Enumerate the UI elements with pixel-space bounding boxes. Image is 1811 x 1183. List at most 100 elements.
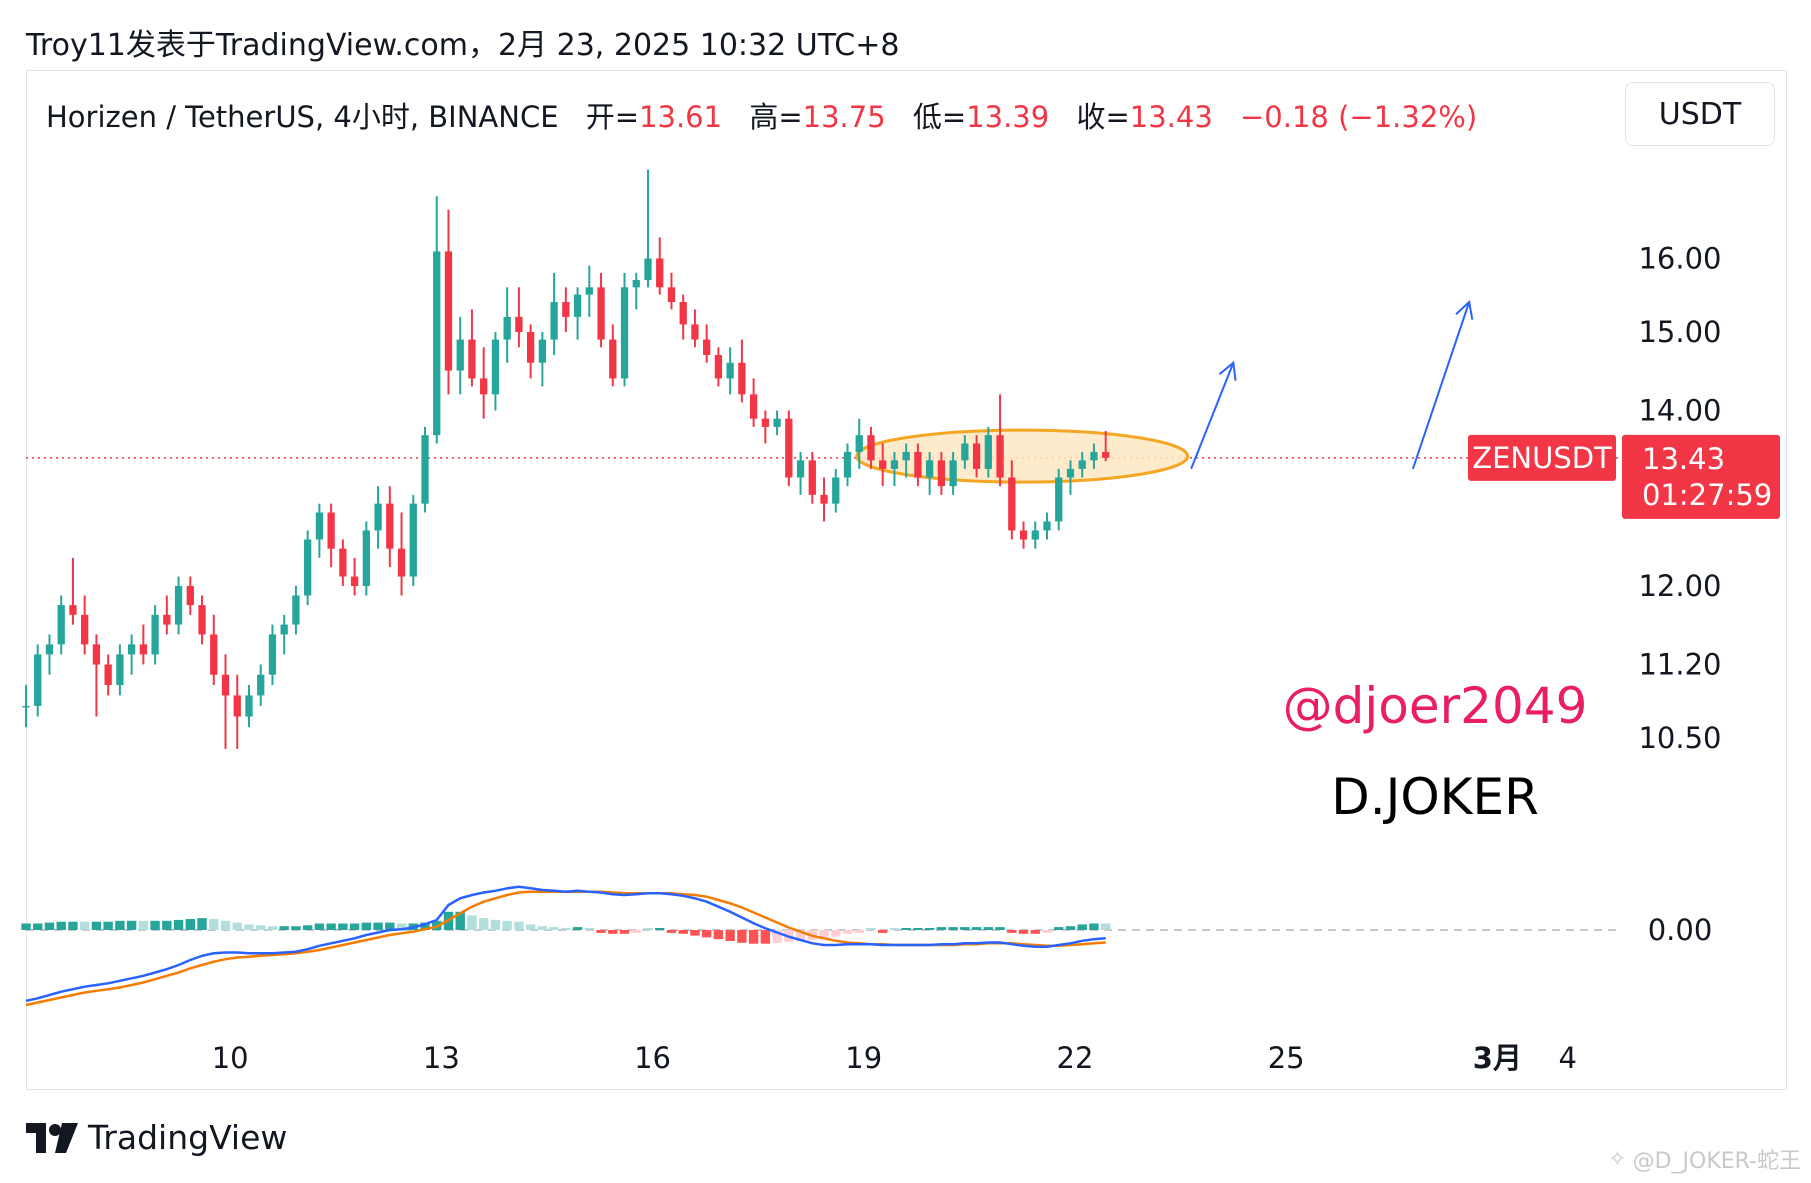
candle-body <box>914 451 922 478</box>
candle-body <box>104 664 112 686</box>
macd-histogram-bar <box>561 928 571 930</box>
macd-histogram-bar <box>361 922 372 930</box>
candle-body <box>315 512 324 540</box>
macd-histogram-bar <box>525 924 536 930</box>
candle <box>937 451 946 495</box>
macd-histogram-bar <box>514 921 524 930</box>
tradingview-logo[interactable]: TradingView <box>26 1118 287 1157</box>
macd-histogram-bar <box>396 923 407 930</box>
candle-body <box>1102 451 1110 458</box>
macd-histogram-bar <box>854 930 864 933</box>
currency-button[interactable]: USDT <box>1625 82 1775 146</box>
macd-histogram-bar <box>256 925 266 930</box>
arrow-shaft <box>1411 301 1471 470</box>
macd-histogram-bar <box>314 923 325 930</box>
macd-histogram-bar <box>21 923 31 930</box>
macd-histogram-bar <box>701 930 712 938</box>
author-name: D.JOKER <box>1331 768 1539 826</box>
candle <box>444 209 453 395</box>
legend-open: 13.61 <box>639 100 723 134</box>
macd-histogram-bar <box>655 928 665 930</box>
candle-body <box>34 654 42 706</box>
macd-histogram-bar <box>220 920 231 930</box>
candle-body <box>796 460 805 478</box>
candle <box>116 644 124 696</box>
candle-body <box>526 331 535 363</box>
legend-low: 13.39 <box>966 100 1050 134</box>
candle <box>503 287 511 363</box>
macd-histogram-bar <box>537 926 548 930</box>
candle-body <box>186 585 194 606</box>
candle-body <box>855 435 863 452</box>
candle <box>597 272 605 348</box>
macd-histogram-bar <box>56 921 66 930</box>
candle <box>796 451 805 495</box>
legend-close: 13.43 <box>1129 100 1213 134</box>
price-tag-symbol-bg <box>1468 434 1616 481</box>
candle <box>914 443 922 487</box>
candle-body <box>562 302 570 317</box>
candle-body <box>292 595 300 625</box>
macd-histogram-bar <box>584 928 595 930</box>
candle <box>292 585 300 635</box>
macd-histogram-bar <box>596 930 606 933</box>
candle <box>562 287 570 332</box>
tradingview-brand: TradingView <box>88 1118 288 1157</box>
macd-histogram-bar <box>478 918 489 930</box>
x-tick-label: 19 <box>845 1041 882 1075</box>
candle-body <box>832 477 840 504</box>
candle-body <box>421 435 429 504</box>
macd-histogram-bar <box>608 930 618 934</box>
candle <box>304 530 312 606</box>
macd-histogram-bar <box>819 930 829 940</box>
candle-body <box>210 634 218 675</box>
candle-body <box>761 418 769 427</box>
macd-histogram-bar <box>103 921 113 930</box>
macd-histogram-bar <box>91 921 102 930</box>
candle-body <box>386 503 394 549</box>
candle-body <box>304 539 312 596</box>
candle <box>526 324 535 379</box>
candle <box>127 634 136 675</box>
macd-histogram-bar <box>138 920 149 930</box>
candle-body <box>679 302 687 325</box>
x-tick-label: 16 <box>634 1041 671 1075</box>
candle <box>174 576 183 635</box>
candle <box>268 624 277 686</box>
candle-body <box>1031 530 1039 540</box>
x-tick-label: 10 <box>212 1041 249 1075</box>
candle <box>726 347 734 395</box>
candle <box>374 486 382 549</box>
last-price-tag: ZENUSDT 13.43 01:27:59 <box>1468 434 1780 519</box>
candle <box>1078 451 1086 478</box>
candle-body <box>397 548 406 577</box>
candle <box>656 237 664 295</box>
macd-histogram-bar <box>901 928 911 930</box>
candle-body <box>139 644 147 655</box>
macd-histogram-bar <box>420 922 430 930</box>
candle-body <box>996 435 1004 478</box>
candle-body <box>456 339 464 371</box>
candle-body <box>444 251 453 371</box>
candle-body <box>163 614 171 625</box>
macd-histogram-bar <box>349 923 360 930</box>
candle-body <box>280 624 288 635</box>
macd-histogram-bar <box>924 928 935 930</box>
legend-close-label: 收= <box>1076 100 1130 134</box>
candle <box>362 521 370 596</box>
price-tag-symbol: ZENUSDT <box>1472 441 1612 475</box>
candle-body <box>984 435 992 469</box>
macd-histogram-bar <box>1018 930 1029 934</box>
candle <box>890 451 899 487</box>
macd-histogram-bar <box>267 926 278 930</box>
macd-histogram-bar <box>1065 926 1076 930</box>
candle-body <box>749 394 758 419</box>
macd-histogram-bar <box>338 923 348 930</box>
macd-histogram-bar <box>162 920 172 930</box>
y-tick-label: 14.00 <box>1638 394 1721 428</box>
macd-histogram-bar <box>302 925 313 930</box>
macd-histogram-bar <box>232 922 242 930</box>
candle <box>315 503 324 558</box>
y-tick-label: 16.00 <box>1638 241 1721 275</box>
